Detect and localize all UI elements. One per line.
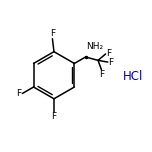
Text: F: F [16, 89, 22, 98]
Text: F: F [99, 70, 104, 79]
Text: NH₂: NH₂ [86, 42, 104, 51]
Text: F: F [50, 29, 55, 38]
Text: F: F [108, 58, 113, 67]
Text: HCl: HCl [123, 69, 143, 83]
Text: F: F [51, 112, 57, 121]
Text: F: F [106, 49, 111, 58]
